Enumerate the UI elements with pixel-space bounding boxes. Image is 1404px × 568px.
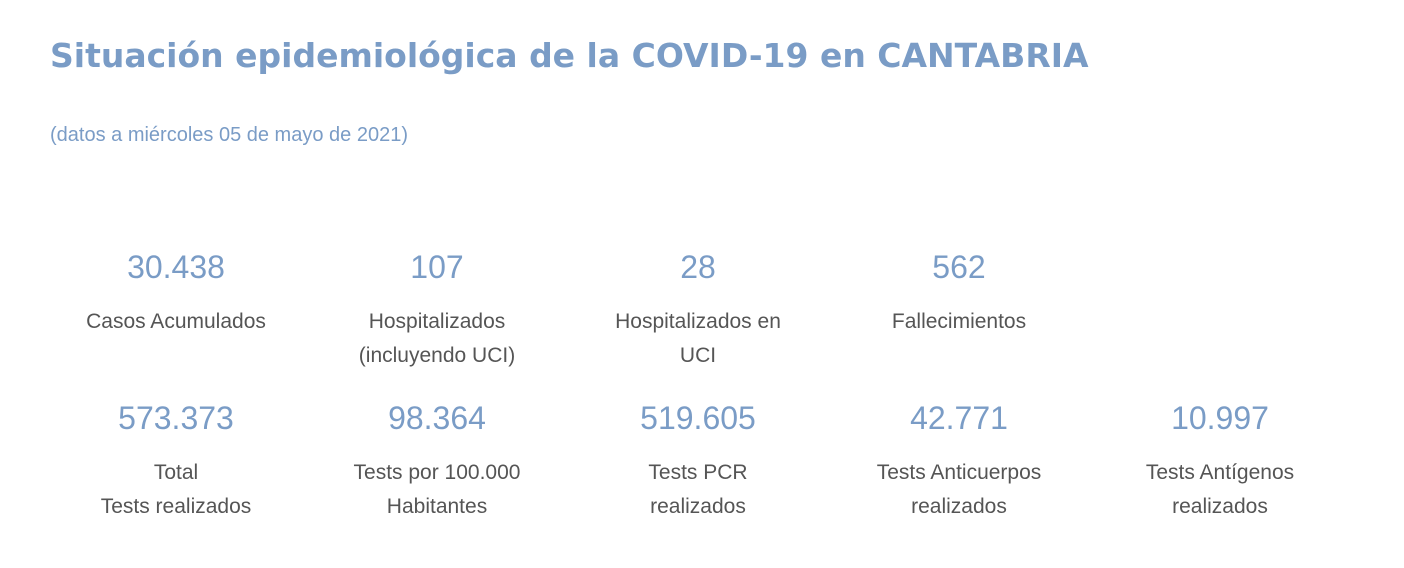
stat-value: 98.364 <box>388 400 486 436</box>
stat-tests-antigenos: 10.997 Tests Antígenos realizados <box>1095 399 1345 524</box>
stat-value: 562 <box>932 249 986 285</box>
stat-label: Tests PCR realizados <box>648 461 748 518</box>
page-title: Situación epidemiológica de la COVID-19 … <box>50 36 1089 75</box>
stat-label: Tests por 100.000 Habitantes <box>353 461 521 518</box>
stat-label: Tests Anticuerpos realizados <box>876 461 1042 518</box>
stat-value: 30.438 <box>127 249 225 285</box>
stat-hospitalizados: 107 Hospitalizados (incluyendo UCI) <box>312 248 562 373</box>
stat-label: Tests Antígenos realizados <box>1145 461 1295 518</box>
stat-casos-acumulados: 30.438 Casos Acumulados <box>51 248 301 339</box>
stat-value: 107 <box>410 249 464 285</box>
stat-value: 28 <box>680 249 716 285</box>
stat-label: Fallecimientos <box>891 310 1027 333</box>
stat-label: Total Tests realizados <box>100 461 252 518</box>
stat-tests-anticuerpos: 42.771 Tests Anticuerpos realizados <box>834 399 1084 524</box>
stat-label: Hospitalizados (incluyendo UCI) <box>358 310 516 367</box>
stats-row-tests: 573.373 Total Tests realizados 98.364 Te… <box>46 399 1350 529</box>
stat-fallecimientos: 562 Fallecimientos <box>834 248 1084 339</box>
stat-label: Casos Acumulados <box>86 310 266 333</box>
stat-value: 10.997 <box>1171 400 1269 436</box>
stat-tests-por-100000: 98.364 Tests por 100.000 Habitantes <box>312 399 562 524</box>
stat-label: Hospitalizados en UCI <box>615 310 781 367</box>
stat-tests-pcr: 519.605 Tests PCR realizados <box>573 399 823 524</box>
data-date-subtitle: (datos a miércoles 05 de mayo de 2021) <box>50 124 408 146</box>
stat-hospitalizados-uci: 28 Hospitalizados en UCI <box>573 248 823 373</box>
stats-row-cases: 30.438 Casos Acumulados 107 Hospitalizad… <box>46 248 1350 378</box>
stat-total-tests: 573.373 Total Tests realizados <box>51 399 301 524</box>
stat-value: 519.605 <box>640 400 756 436</box>
stat-value: 573.373 <box>118 400 234 436</box>
stat-value: 42.771 <box>910 400 1008 436</box>
